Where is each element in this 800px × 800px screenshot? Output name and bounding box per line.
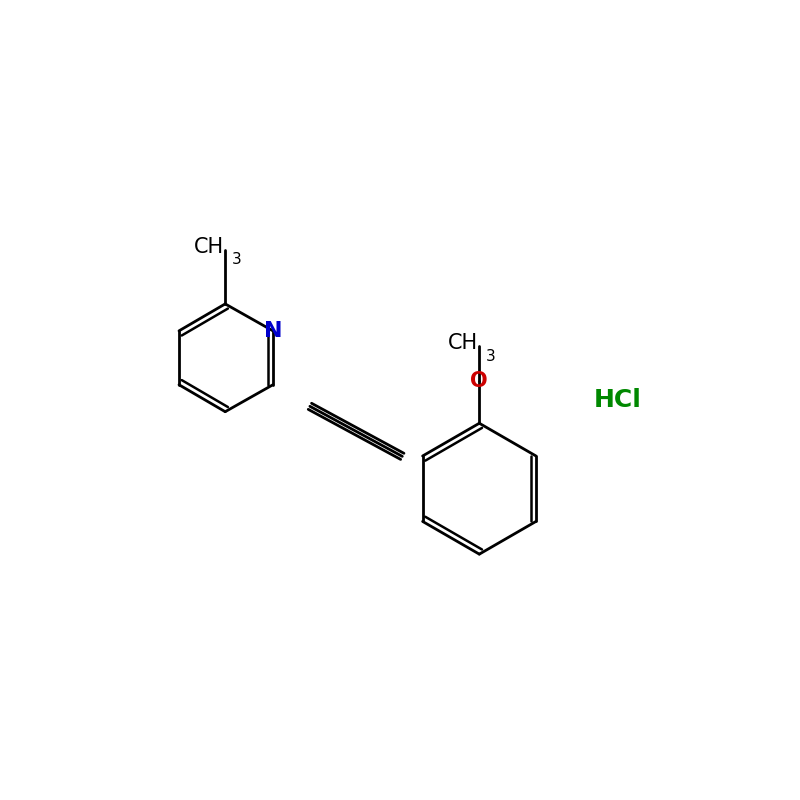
Text: N: N [265,321,283,341]
Text: O: O [470,371,488,391]
Text: 3: 3 [231,252,241,267]
Text: CH: CH [194,237,224,257]
Text: 3: 3 [486,349,495,363]
Text: HCl: HCl [594,388,642,412]
Text: CH: CH [448,333,478,353]
